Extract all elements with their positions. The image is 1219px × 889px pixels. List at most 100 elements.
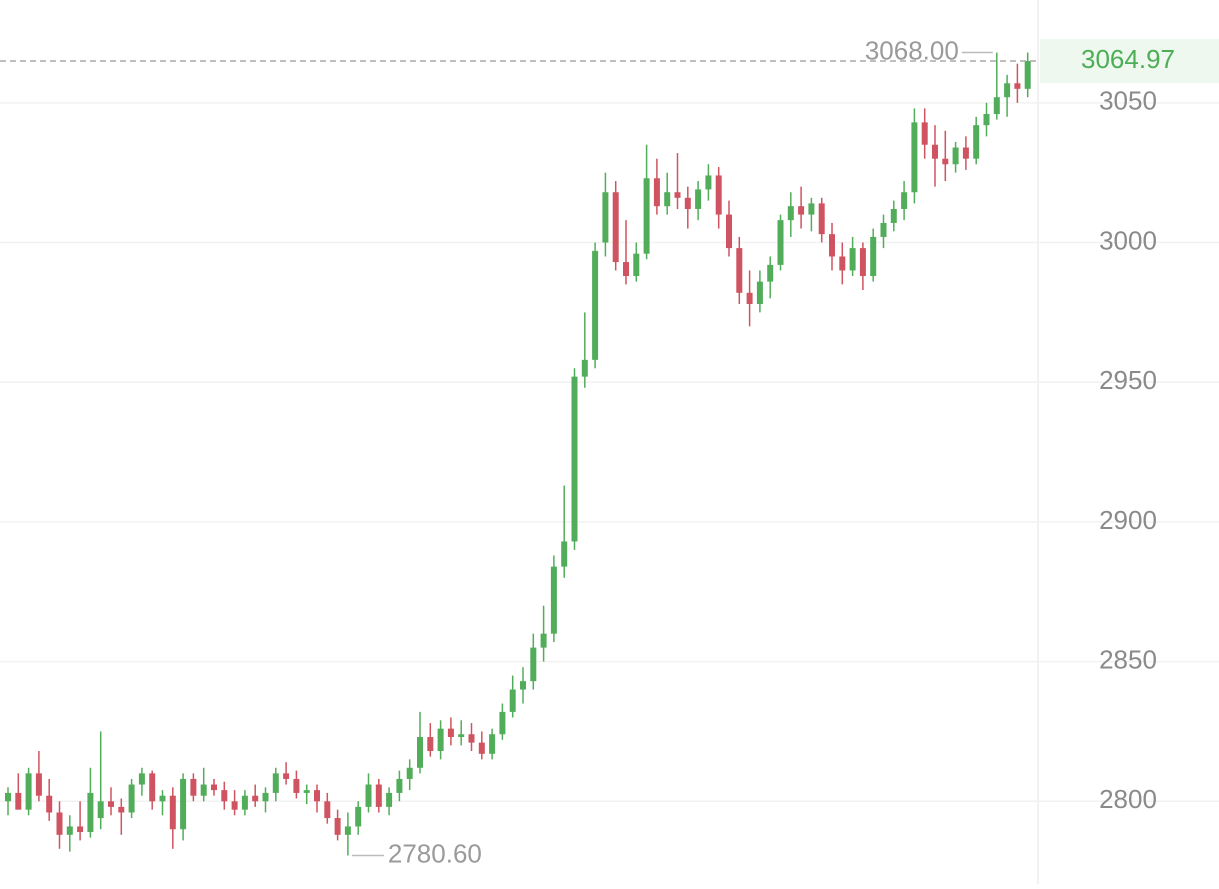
candle-body [623,262,629,277]
candle-body [839,256,846,271]
candle-body [221,790,228,802]
candle-body [602,192,609,243]
candle-body [787,206,794,221]
candle-body [25,773,32,810]
candle-body [612,192,619,263]
y-tick-label: 2900 [1099,505,1157,535]
candle-body [447,728,454,738]
candle-body [108,801,114,807]
candle-body [252,795,259,802]
candle-body [200,784,207,796]
candle-body [952,147,959,165]
candle-body [149,773,156,802]
candle-body [550,566,557,634]
last-price-label: 3064.97 [1081,44,1175,74]
candle-body [344,826,351,835]
candle-body [592,250,599,360]
candle-body [777,220,784,265]
candle-body [334,818,341,835]
y-tick-label: 2950 [1099,365,1157,395]
y-tick-label: 2850 [1099,644,1157,674]
candle-body [77,826,84,833]
candle-body [1014,83,1021,89]
candle-body [87,792,94,833]
candle-body [798,206,805,215]
candle-body [509,689,516,712]
candle-body [726,214,732,249]
candle-body [705,175,712,190]
candle-body [427,737,434,752]
candle-body [849,248,856,271]
candle-body [272,773,279,793]
candle-body [180,778,187,830]
candle-body [231,801,238,810]
candle-body [581,359,588,377]
candle-body [818,203,825,235]
candle-body [417,737,423,768]
candle-body [46,795,53,813]
candle-body [684,197,691,209]
candle-body [890,208,897,223]
candle-body [365,784,372,807]
candle-body [829,234,835,257]
candle-body [643,178,650,254]
candle-body [437,728,444,752]
candle-body [901,192,908,209]
candle-body [561,541,568,567]
candle-body [674,192,681,198]
candle-body [118,806,125,813]
candle-body [921,122,928,145]
candle-body [993,97,1000,114]
candle-body [808,203,815,215]
last-price-box [1040,38,1219,83]
candle-body [983,113,990,126]
candle-body [478,742,485,754]
candle-body [962,147,969,159]
y-tick-label: 3000 [1099,225,1157,255]
candle-body [211,784,217,791]
candle-body [468,734,475,743]
candle-body [530,647,537,682]
candle-body [138,773,145,785]
candle-body [653,178,660,207]
candle-body [386,792,393,807]
candle-body [406,767,413,779]
candle-body [859,248,866,277]
low-annotation-label: 2780.60 [388,838,482,868]
candle-body [283,773,290,779]
candle-body [355,806,362,827]
candle-body [911,122,918,193]
candle-body [932,144,938,159]
candle-body [66,826,73,835]
candle-body [489,734,496,754]
candle-body [664,192,671,207]
candle-body [241,795,248,810]
high-annotation-label: 3068.00 [865,35,959,65]
candle-body [767,264,774,282]
candle-body [756,281,763,304]
candle-body [880,222,887,237]
y-tick-label: 3050 [1099,86,1157,116]
candle-body [973,125,980,159]
candle-body [520,681,526,690]
candle-body [314,790,320,802]
candle-body [633,253,640,277]
candle-body [540,633,547,648]
candle-body [695,189,702,209]
candle-body [159,795,166,802]
candle-body [293,778,300,793]
candle-body [1004,83,1011,98]
candle-body [15,792,22,810]
candle-body [375,784,382,807]
candle-body [499,711,506,735]
candle-body [736,248,743,293]
candle-body [303,790,310,793]
candle-body [1024,60,1031,89]
candle-body [458,734,465,738]
candle-body [870,236,877,277]
candle-body [571,376,578,542]
y-tick-label: 2800 [1099,784,1157,814]
candle-body [97,801,104,819]
